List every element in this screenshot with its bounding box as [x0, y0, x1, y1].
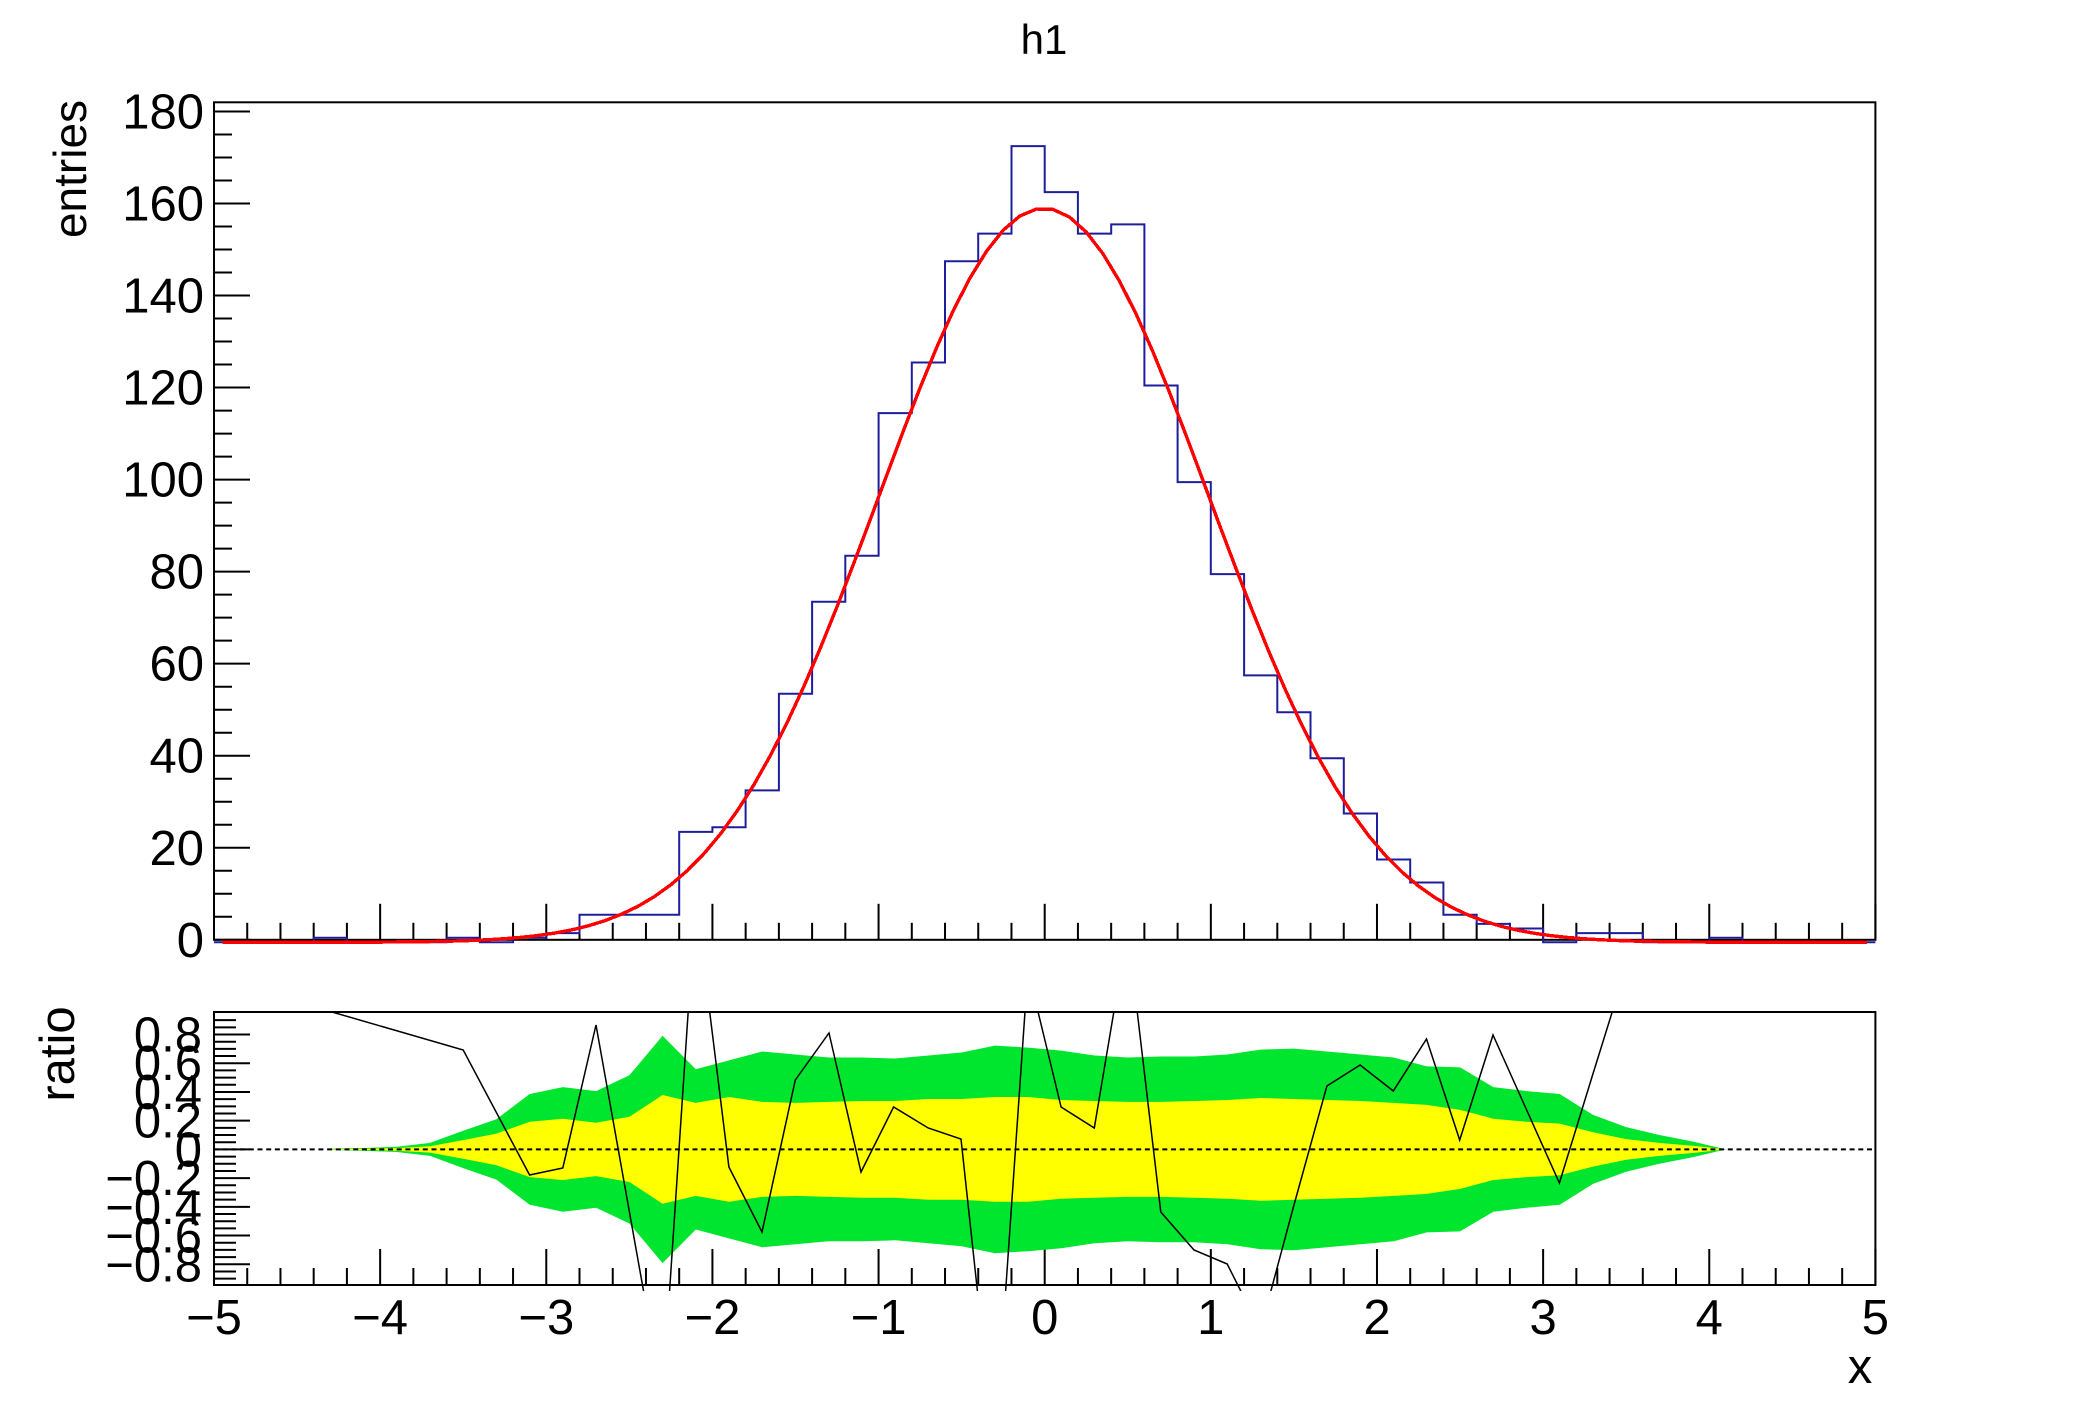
svg-text:100: 100 [122, 454, 204, 508]
svg-text:0.6: 0.6 [134, 1037, 202, 1091]
svg-text:−2: −2 [684, 1291, 740, 1345]
svg-text:4: 4 [1696, 1291, 1723, 1345]
svg-text:180: 180 [122, 85, 204, 139]
svg-text:2: 2 [1363, 1291, 1390, 1345]
svg-text:h1: h1 [1021, 16, 1068, 63]
svg-text:0: 0 [177, 914, 204, 968]
svg-text:−5: −5 [186, 1291, 242, 1345]
svg-text:80: 80 [149, 546, 204, 600]
svg-text:5: 5 [1862, 1291, 1889, 1345]
svg-text:60: 60 [149, 638, 204, 692]
svg-text:0.8: 0.8 [134, 1009, 202, 1063]
svg-text:−1: −1 [851, 1291, 907, 1345]
svg-text:20: 20 [149, 822, 204, 876]
svg-text:entries: entries [44, 100, 96, 238]
svg-text:0: 0 [175, 1123, 202, 1177]
svg-text:−4: −4 [352, 1291, 408, 1345]
svg-text:−0.2: −0.2 [105, 1152, 202, 1206]
svg-text:−0.6: −0.6 [105, 1210, 202, 1264]
svg-text:−3: −3 [518, 1291, 574, 1345]
svg-text:0.2: 0.2 [134, 1095, 202, 1149]
svg-text:x: x [1848, 1340, 1873, 1394]
svg-text:3: 3 [1529, 1291, 1556, 1345]
svg-text:0.4: 0.4 [134, 1066, 202, 1120]
svg-text:160: 160 [122, 178, 204, 232]
svg-text:−0.4: −0.4 [105, 1181, 202, 1235]
svg-text:0: 0 [1031, 1291, 1058, 1345]
svg-text:−0.8: −0.8 [105, 1238, 202, 1292]
svg-text:1: 1 [1197, 1291, 1224, 1345]
svg-text:40: 40 [149, 730, 204, 784]
svg-text:140: 140 [122, 270, 204, 324]
svg-text:ratio: ratio [31, 1006, 85, 1101]
svg-text:120: 120 [122, 362, 204, 416]
